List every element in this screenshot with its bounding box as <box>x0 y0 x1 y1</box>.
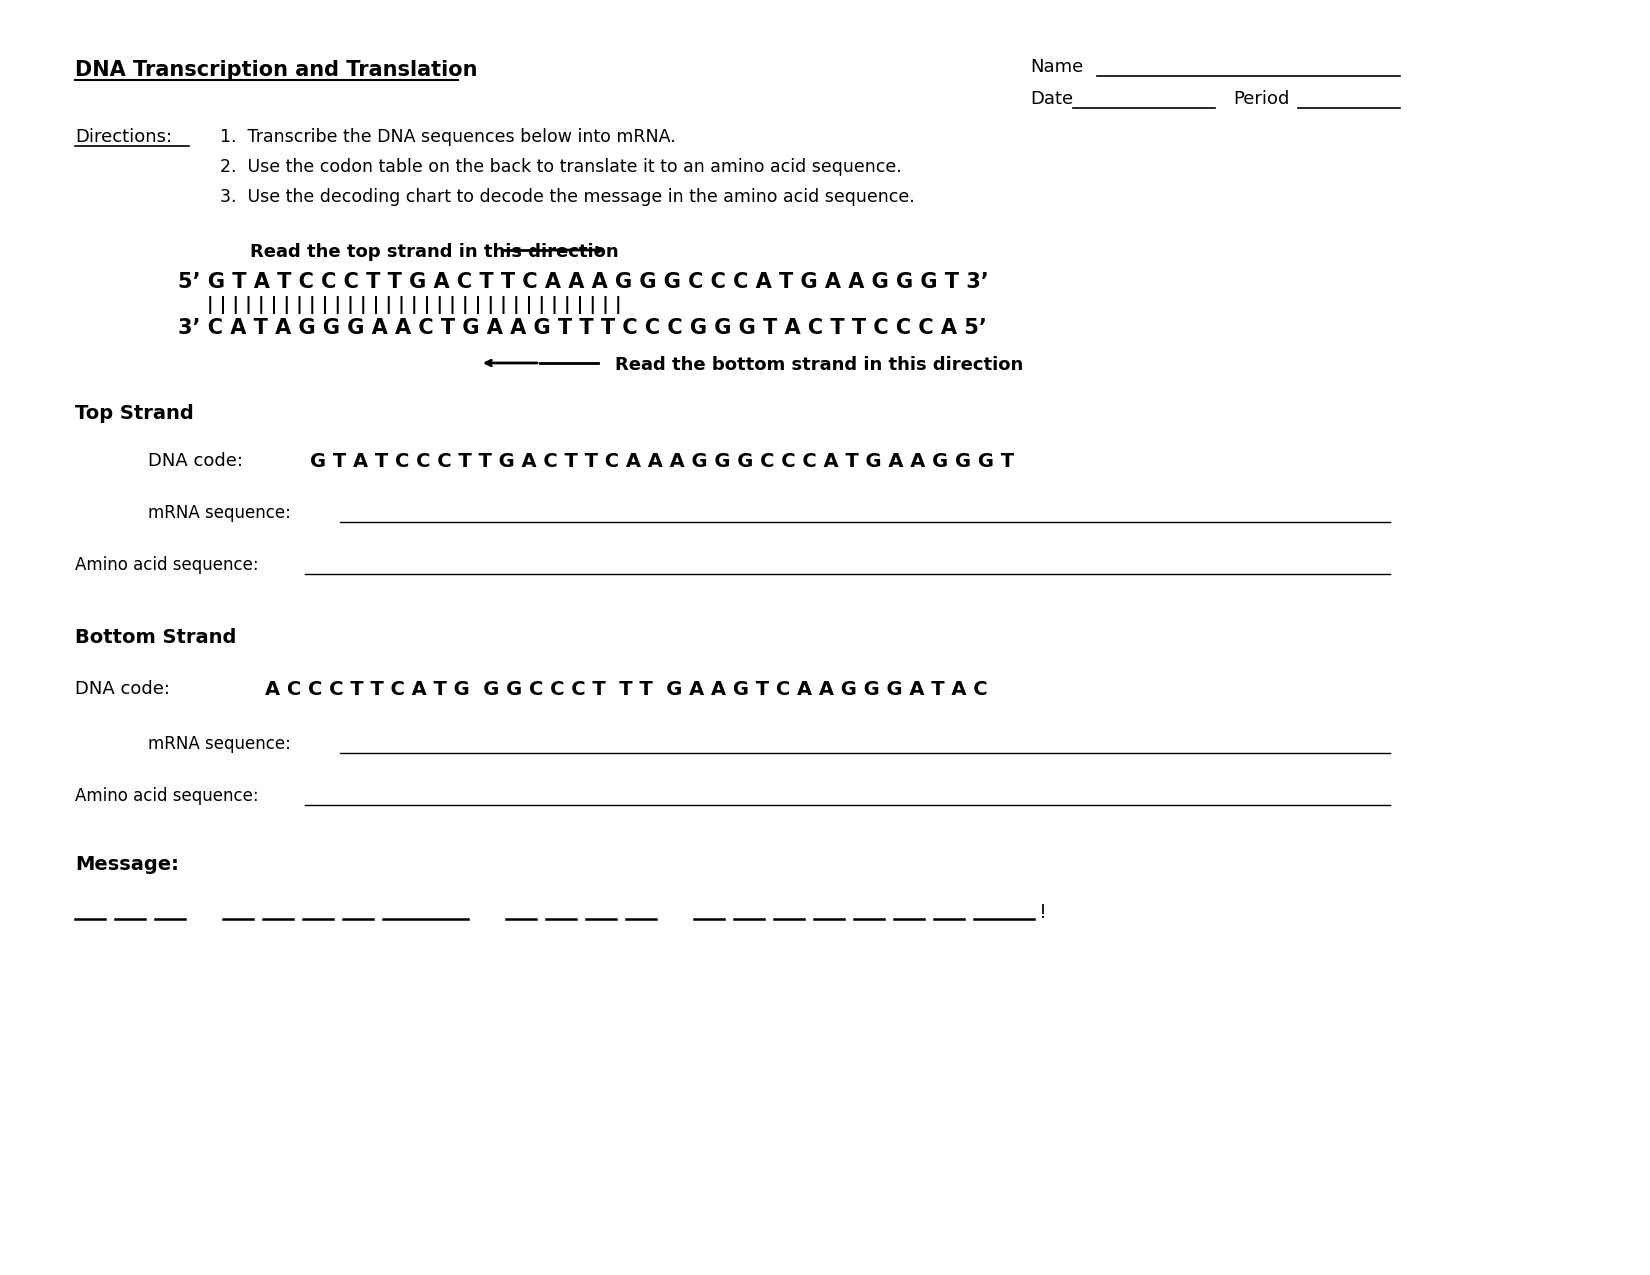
Text: mRNA sequence:: mRNA sequence: <box>148 504 290 521</box>
Text: 3’ C A T A G G G A A C T G A A G T T T C C C G G G T A C T T C C C A 5’: 3’ C A T A G G G A A C T G A A G T T T C… <box>178 317 987 338</box>
Text: | | | | | | | | | | | | | | | | | | | | | | | | | | | | | | | | |: | | | | | | | | | | | | | | | | | | | | … <box>206 296 622 314</box>
Text: Top Strand: Top Strand <box>74 404 193 423</box>
Text: Name: Name <box>1030 57 1084 76</box>
Text: mRNA sequence:: mRNA sequence: <box>148 734 290 754</box>
Text: 5’ G T A T C C C T T G A C T T C A A A G G G C C C A T G A A G G G T 3’: 5’ G T A T C C C T T G A C T T C A A A G… <box>178 272 988 292</box>
Text: DNA code:: DNA code: <box>74 680 170 697</box>
Text: Directions:: Directions: <box>74 128 172 147</box>
Text: G T A T C C C T T G A C T T C A A A G G G C C C A T G A A G G G T: G T A T C C C T T G A C T T C A A A G G … <box>310 453 1015 470</box>
Text: 1.  Transcribe the DNA sequences below into mRNA.: 1. Transcribe the DNA sequences below in… <box>219 128 676 147</box>
Text: DNA code:: DNA code: <box>148 453 243 470</box>
Text: Message:: Message: <box>74 856 178 873</box>
Text: !: ! <box>1040 903 1046 922</box>
Text: 2.  Use the codon table on the back to translate it to an amino acid sequence.: 2. Use the codon table on the back to tr… <box>219 158 903 176</box>
Text: 3.  Use the decoding chart to decode the message in the amino acid sequence.: 3. Use the decoding chart to decode the … <box>219 187 914 207</box>
Text: Bottom Strand: Bottom Strand <box>74 629 236 646</box>
Text: A C C C T T C A T G  G G C C C T  T T  G A A G T C A A G G G A T A C: A C C C T T C A T G G G C C C T T T G A … <box>266 680 988 699</box>
Text: Period: Period <box>1233 91 1289 108</box>
Text: Date: Date <box>1030 91 1072 108</box>
Text: DNA Transcription and Translation: DNA Transcription and Translation <box>74 60 477 80</box>
Text: Amino acid sequence:: Amino acid sequence: <box>74 787 259 805</box>
Text: Read the top strand in this direction: Read the top strand in this direction <box>251 244 619 261</box>
Text: Amino acid sequence:: Amino acid sequence: <box>74 556 259 574</box>
Text: Read the bottom strand in this direction: Read the bottom strand in this direction <box>615 356 1023 374</box>
